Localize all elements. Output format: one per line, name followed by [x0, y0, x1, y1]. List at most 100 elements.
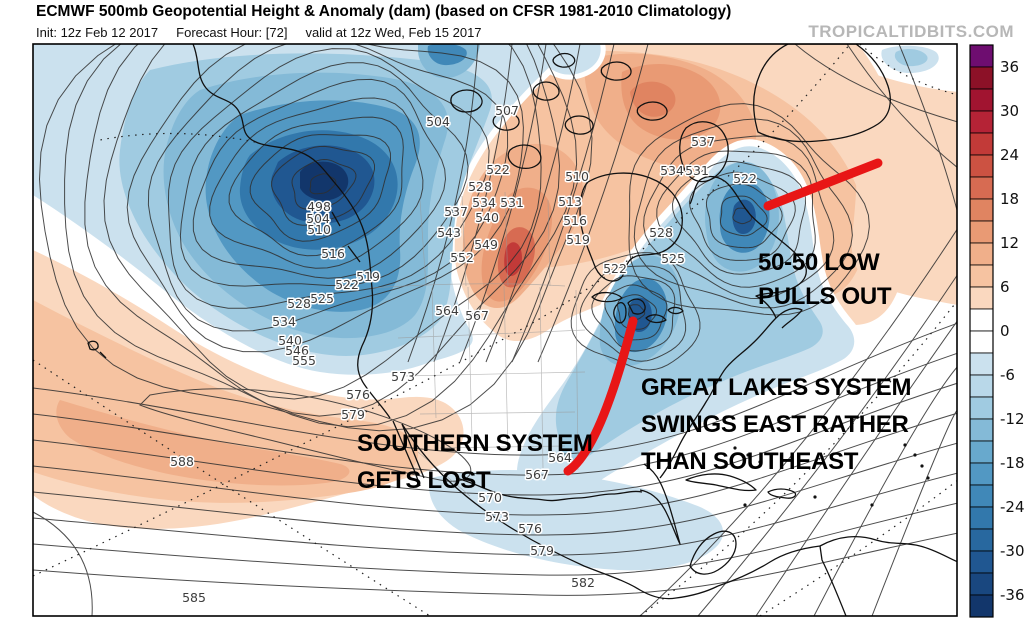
contour-line	[249, 134, 392, 242]
graticule-line	[859, 44, 957, 96]
contour-label: 579	[530, 543, 554, 558]
admin-border	[403, 371, 586, 377]
coastline	[613, 301, 627, 324]
colorbar-cell	[969, 242, 994, 266]
coastline	[87, 340, 99, 351]
island-dot	[746, 453, 750, 457]
contour-line	[485, 44, 581, 363]
contour-label: 576	[346, 387, 370, 402]
coastline	[685, 473, 757, 492]
coastline	[401, 423, 425, 479]
colorbar-tick: 36	[1000, 58, 1019, 76]
colorbar-cell	[969, 528, 994, 552]
contour-line	[33, 442, 957, 536]
island-dot	[870, 503, 874, 507]
coastline	[507, 144, 542, 169]
contour-label: 522	[733, 171, 757, 186]
contour-label: 531	[500, 195, 524, 210]
colorbar-tick: 12	[1000, 234, 1019, 252]
contour-line	[309, 173, 337, 195]
coastline	[627, 298, 646, 315]
contour-line	[537, 44, 649, 363]
great-lakes-system-line: GREAT LAKES SYSTEM	[641, 374, 911, 401]
great-lakes-system-line: THAN SOUTHEAST	[641, 448, 859, 475]
contour-label: 570	[478, 490, 502, 505]
coastline	[667, 306, 684, 315]
graticule-line	[33, 44, 851, 577]
admin-borders	[369, 191, 586, 497]
chart-title: ECMWF 500mb Geopotential Height & Anomal…	[36, 3, 732, 20]
colorbar-cell	[969, 374, 994, 398]
contour-line	[433, 44, 513, 363]
coastline	[645, 314, 667, 324]
admin-border	[419, 411, 576, 415]
colorbar-tick: 18	[1000, 190, 1019, 208]
contour-line	[633, 118, 853, 309]
contour-line	[103, 44, 542, 400]
colorbar-tick: 0	[1000, 322, 1010, 340]
island-dot	[920, 464, 924, 468]
contour-line	[459, 44, 547, 363]
anomaly-region	[851, 70, 957, 305]
contour-label: 522	[335, 277, 359, 292]
contour-label: 540	[278, 333, 302, 348]
contour-label: 507	[495, 103, 519, 118]
contour-label: 564	[435, 303, 459, 318]
coastline	[401, 423, 719, 600]
colorbar-cell	[969, 220, 994, 244]
island-dot	[913, 453, 917, 457]
colorbar-cell	[969, 440, 994, 464]
contour-line	[511, 44, 615, 363]
anomaly-region	[427, 44, 467, 66]
colorbar-tick: -30	[1000, 542, 1024, 560]
contour-line	[64, 44, 578, 428]
contour-line	[271, 145, 375, 226]
island-dot	[813, 495, 817, 499]
contour-label: 534	[660, 163, 684, 178]
coastline	[767, 488, 797, 499]
colorbar-tick: -12	[1000, 410, 1024, 428]
colorbar-cell	[969, 110, 994, 134]
contour-label: 537	[444, 204, 468, 219]
admin-border	[439, 445, 566, 449]
colorbar-tick: -6	[1000, 366, 1015, 384]
coastline	[99, 351, 107, 359]
contour-labels: 4985045105165195225255285345405465555045…	[169, 102, 759, 607]
colorbar-cell	[969, 462, 994, 486]
southern-system-line: SOUTHERN SYSTEM	[357, 430, 593, 457]
contour-line	[720, 195, 768, 237]
annotation-texts: 50-50 LOW PULLS OUT GREAT LAKES SYSTEM SWIN…	[357, 249, 911, 494]
southern-system-line: GETS LOST	[357, 467, 491, 494]
contour-label: 573	[485, 509, 509, 524]
contour-line	[639, 228, 957, 616]
coastline	[492, 111, 520, 131]
annotation-arrows	[563, 158, 883, 476]
coastline	[819, 545, 847, 616]
coastline	[455, 477, 643, 502]
island-dot	[733, 446, 737, 450]
contour-line	[33, 322, 957, 456]
contour-label: 525	[310, 291, 334, 306]
anomaly-region	[630, 81, 676, 117]
great-lakes-system-line: SWINGS EAST RATHER	[641, 411, 909, 438]
island-dot	[743, 503, 747, 507]
contour-label: 525	[661, 251, 685, 266]
arrow-great-lakes-swing	[563, 316, 638, 476]
contour-line	[617, 294, 658, 330]
coastline	[564, 115, 594, 135]
contour-label: 510	[565, 169, 589, 184]
fifty-fifty-low-line: PULLS OUT	[758, 283, 892, 310]
colorbar-cell	[969, 88, 994, 112]
contour-line	[643, 135, 835, 300]
island-dot	[903, 443, 907, 447]
forecast-hour: Forecast Hour: [72]	[176, 25, 288, 40]
admin-border	[575, 289, 579, 471]
admin-border	[503, 285, 509, 453]
contour-label: 528	[287, 296, 311, 311]
colorbar-tick: 6	[1000, 278, 1010, 296]
admin-border	[397, 329, 586, 339]
anomaly-region	[56, 400, 350, 486]
colorbar-tick: -36	[1000, 586, 1024, 604]
contour-label: 588	[170, 454, 194, 469]
